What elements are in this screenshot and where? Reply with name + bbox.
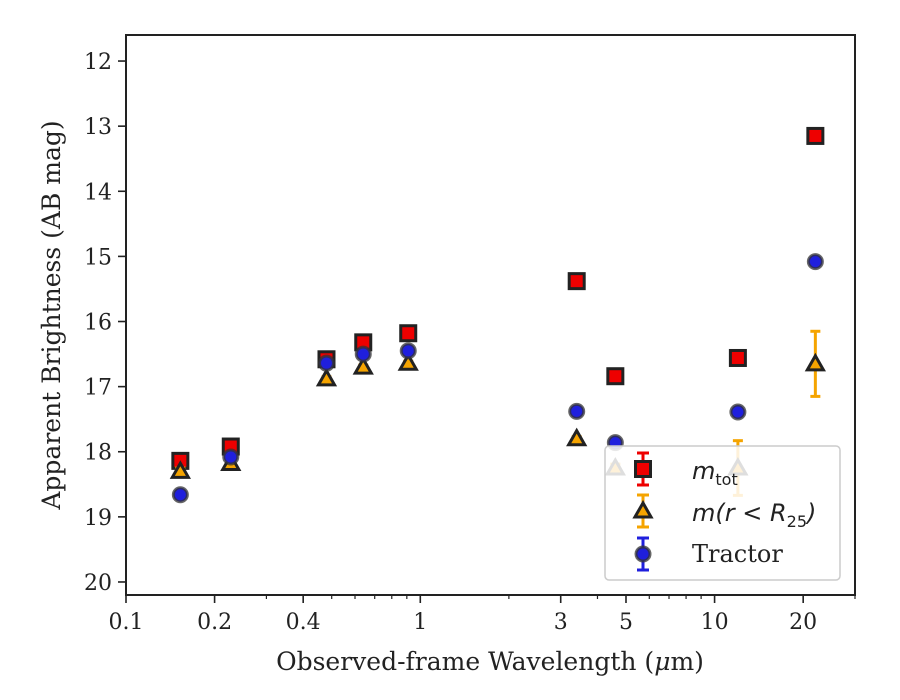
legend-label-mr25-sub: 25 <box>787 512 807 531</box>
legend-marker <box>634 460 652 478</box>
x-tick-label: 3 <box>554 610 568 635</box>
legend-label-mr25-close: ) <box>805 499 816 527</box>
y-tick-label: 14 <box>84 180 112 205</box>
x-tick-label: 20 <box>789 610 817 635</box>
y-tick-label: 18 <box>84 441 112 466</box>
data-point <box>222 448 240 466</box>
data-point <box>568 402 586 420</box>
plot-frame <box>125 34 856 596</box>
x-axis-label-text: Observed-frame Wavelength ( <box>276 647 654 676</box>
legend-label-mr25: m(r < R25) <box>692 499 816 531</box>
y-tick-label: 13 <box>84 115 112 140</box>
x-tick-label: 1 <box>413 610 427 635</box>
data-point <box>354 345 372 363</box>
legend-label-tractor: Tractor <box>692 540 783 568</box>
y-tick-label: 20 <box>84 571 112 596</box>
y-tick-label: 12 <box>84 50 112 75</box>
x-axis-label-mu: μ <box>654 647 670 676</box>
legend-label-mr25-main: m(r < R <box>692 499 787 527</box>
x-axis-label: Observed-frame Wavelength (μm) <box>276 647 704 676</box>
x-axis-label-unit: m) <box>670 647 703 676</box>
data-point <box>315 367 338 387</box>
legend-marker <box>632 499 654 519</box>
data-point <box>729 403 747 421</box>
legend-label-mtot-main: m <box>692 457 715 485</box>
data-point <box>399 324 418 343</box>
legend-label-mtot-sub: tot <box>715 470 737 489</box>
data-point <box>728 348 747 367</box>
legend-markers <box>632 451 654 572</box>
data-point <box>804 352 826 372</box>
y-axis-label: Apparent Brightness (AB mag) <box>37 120 66 510</box>
x-tick-label: 0.4 <box>286 610 321 635</box>
y-tick-label: 16 <box>84 311 112 336</box>
data-point <box>169 460 191 479</box>
x-tick-label: 5 <box>619 610 633 635</box>
x-tick-label: 0.1 <box>109 610 144 635</box>
data-point <box>566 427 588 447</box>
legend-frame <box>604 445 841 581</box>
data-point <box>397 352 419 371</box>
data-point <box>606 367 625 386</box>
x-tick-label: 0.2 <box>197 610 232 635</box>
legend-label-mtot: mtot <box>692 457 738 489</box>
data-point <box>567 272 586 291</box>
data-point <box>806 253 824 271</box>
data-point <box>806 126 825 145</box>
data-point <box>317 354 335 372</box>
legend: mtot m(r < R25) Tractor <box>604 445 841 581</box>
data-point <box>352 356 374 375</box>
data-point <box>171 486 189 504</box>
y-tick-label: 15 <box>84 245 112 270</box>
series-mtot <box>171 126 825 470</box>
x-tick-label: 10 <box>701 610 729 635</box>
y-tick-label: 17 <box>84 376 112 401</box>
y-tick-label: 19 <box>84 506 112 531</box>
data-point <box>399 342 417 360</box>
legend-marker <box>634 545 652 563</box>
